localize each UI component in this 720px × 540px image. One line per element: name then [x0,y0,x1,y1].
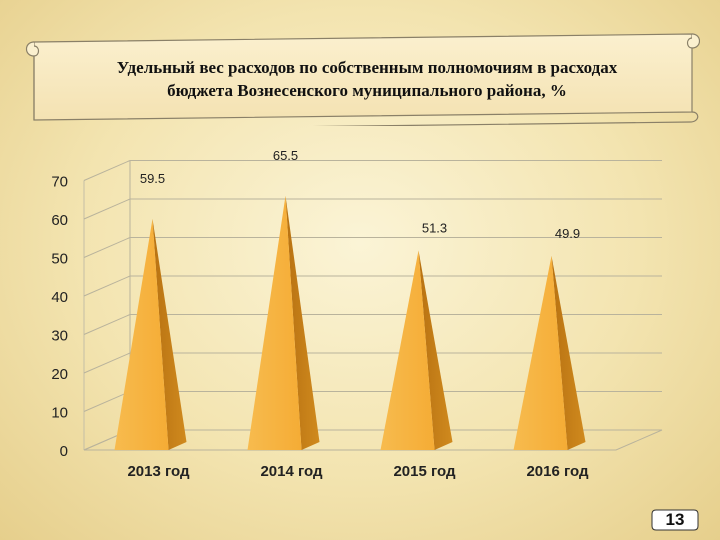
gridline-diagonal [83,237,131,258]
gridline-diagonal [83,314,131,335]
data-label: 59.5 [140,171,165,186]
x-tick-label: 2014 год [260,463,323,480]
data-label: 49.9 [555,226,580,241]
gridline-diagonal [83,275,131,297]
pyramid-side-face [418,250,453,450]
y-tick-label: 10 [51,405,68,422]
gridline-diagonal [83,391,131,412]
pyramid [513,255,586,450]
y-tick-label: 20 [51,366,68,383]
pyramid-front-face [247,195,302,450]
pyramid-side-face [285,195,320,450]
x-axis-tick-labels: 2013 год 2014 год 2015 год 2016 год [127,463,589,480]
pyramid [380,250,453,450]
title-scroll-banner: Удельный вес расходов по собственным пол… [22,30,700,126]
x-tick-label: 2015 год [393,463,456,480]
data-label: 65.5 [273,148,298,163]
chart-title: Удельный вес расходов по собственным пол… [62,56,672,102]
y-tick-label: 0 [60,443,68,460]
pyramid [247,195,320,450]
pyramid-front-face [513,255,568,450]
pyramids [114,195,586,450]
y-axis-tick-labels: 0 10 20 30 40 50 60 70 [51,174,68,461]
y-tick-label: 30 [51,328,68,345]
y-tick-label: 70 [51,174,68,191]
title-line-2: бюджета Вознесенского муниципального рай… [167,81,567,100]
gridline-diagonal [83,198,131,220]
scroll-frame [25,33,700,126]
data-labels: 59.5 65.5 51.3 49.9 [140,148,580,241]
pyramid-side-face [152,218,187,450]
pyramid [114,218,187,450]
badge-shape [651,509,699,531]
y-tick-label: 50 [51,251,68,268]
data-label: 51.3 [422,220,447,235]
pyramid-front-face [380,250,435,450]
pyramid-chart: 0 10 20 30 40 50 60 70 59.5 65.5 51.3 49.9 2013 го… [51,148,663,480]
y-tick-label: 60 [51,212,68,229]
page-number: 13 [665,510,685,529]
pyramid-side-face [551,255,586,450]
gridline-diagonal [83,160,131,181]
pyramid-front-face [114,218,169,450]
y-tick-label: 40 [51,289,68,306]
title-line-1: Удельный вес расходов по собственным пол… [116,58,618,77]
x-tick-label: 2016 год [526,463,589,480]
page-number-badge: 13 [650,508,700,532]
x-tick-label: 2013 год [127,463,190,480]
gridline-diagonal [83,352,131,374]
